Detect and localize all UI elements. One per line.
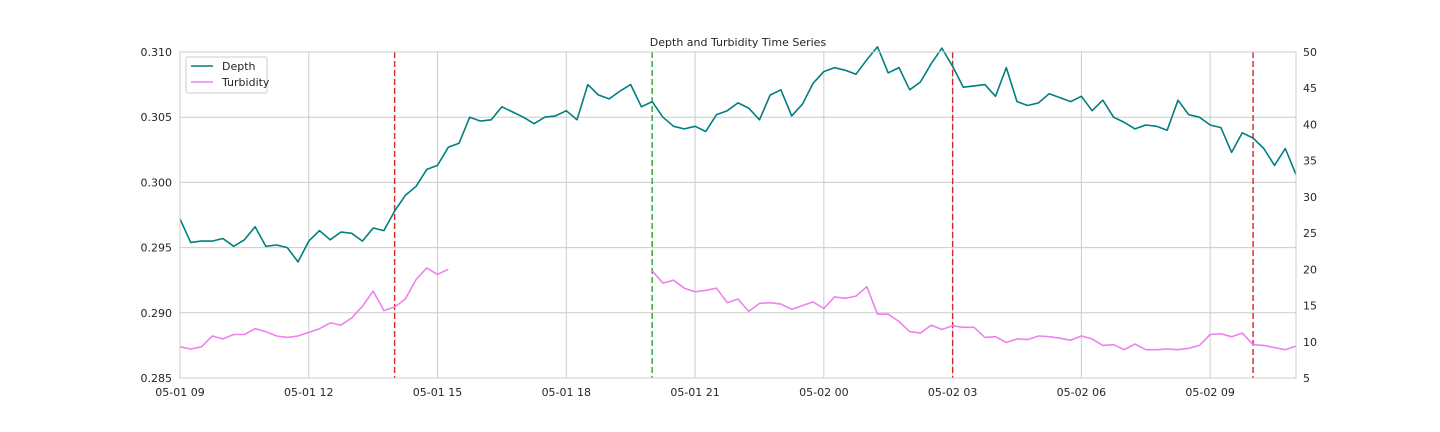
legend-label-turbidity: Turbidity xyxy=(221,76,270,89)
y-right-tick-label: 45 xyxy=(1303,82,1317,95)
x-tick-label: 05-01 12 xyxy=(284,386,333,399)
x-tick-label: 05-01 21 xyxy=(670,386,719,399)
y-right-tick-label: 35 xyxy=(1303,155,1317,168)
y-left-tick-label: 0.285 xyxy=(141,372,173,385)
y-right-tick-label: 15 xyxy=(1303,300,1317,313)
y-right-tick-label: 30 xyxy=(1303,191,1317,204)
y-left-tick-label: 0.295 xyxy=(141,242,173,255)
series-lines xyxy=(179,46,1297,351)
series-line-depth xyxy=(179,46,1297,263)
series-line-turbidity xyxy=(179,267,1297,351)
x-tick-label: 05-01 15 xyxy=(413,386,462,399)
plot-frame xyxy=(179,51,1297,379)
y-right-tick-label: 20 xyxy=(1303,263,1317,276)
y-left-tick-label: 0.310 xyxy=(141,46,173,59)
y-axis-right-ticks: 5 10 15 20 25 30 35 40 45 50 xyxy=(1303,46,1317,385)
x-tick-label: 05-01 18 xyxy=(542,386,591,399)
x-tick-label: 05-01 09 xyxy=(155,386,204,399)
y-axis-left-ticks: 0.285 0.290 0.295 0.300 0.305 0.310 xyxy=(141,46,173,385)
legend: Depth Turbidity xyxy=(185,56,270,94)
x-tick-label: 05-02 09 xyxy=(1185,386,1234,399)
grid xyxy=(179,51,1296,379)
x-tick-label: 05-02 00 xyxy=(799,386,848,399)
legend-label-depth: Depth xyxy=(222,60,256,73)
x-tick-label: 05-02 03 xyxy=(928,386,977,399)
y-right-tick-label: 10 xyxy=(1303,336,1317,349)
y-left-tick-label: 0.305 xyxy=(141,111,173,124)
chart-title: Depth and Turbidity Time Series xyxy=(650,36,827,49)
y-right-tick-label: 50 xyxy=(1303,46,1317,59)
y-left-tick-label: 0.300 xyxy=(141,176,173,189)
y-right-tick-label: 5 xyxy=(1303,372,1310,385)
event-lines xyxy=(393,52,1254,378)
x-tick-label: 05-02 06 xyxy=(1057,386,1106,399)
y-right-tick-label: 40 xyxy=(1303,118,1317,131)
y-left-tick-label: 0.290 xyxy=(141,307,173,320)
x-axis-ticks: 05-01 09 05-01 12 05-01 15 05-01 18 05-01 21… xyxy=(155,386,1235,399)
y-right-tick-label: 25 xyxy=(1303,227,1317,240)
